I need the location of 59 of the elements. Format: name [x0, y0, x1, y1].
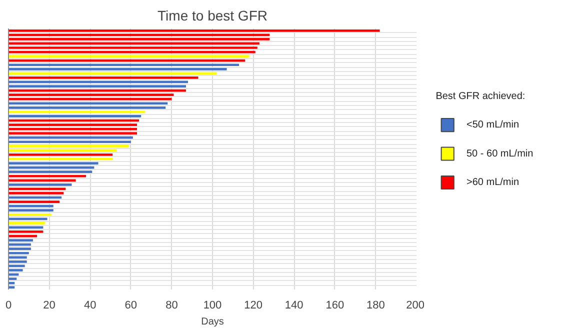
bar	[8, 230, 44, 233]
x-tick-label: 60	[124, 300, 138, 312]
chart-title: Time to best GFR	[158, 8, 268, 24]
bar	[8, 243, 31, 246]
bar	[8, 209, 54, 212]
bar	[8, 144, 129, 148]
x-tick-label: 100	[203, 300, 222, 312]
bar	[8, 154, 113, 156]
bar	[8, 76, 198, 79]
bar	[8, 136, 133, 139]
bar	[8, 85, 186, 88]
bar	[8, 55, 250, 58]
bar	[8, 192, 64, 194]
legend-label: >60 mL/min	[466, 176, 520, 188]
bar	[8, 94, 174, 96]
bar	[8, 72, 217, 75]
bar	[8, 162, 98, 164]
bar	[8, 140, 131, 144]
legend-label: 50 - 60 mL/min	[466, 148, 534, 160]
legend-label: <50 mL/min	[466, 120, 520, 131]
bar	[8, 124, 138, 126]
bar	[8, 64, 240, 66]
bar	[8, 102, 168, 105]
bar	[8, 68, 227, 70]
bar	[8, 278, 17, 280]
bar	[8, 200, 60, 203]
bar	[8, 183, 72, 186]
bar	[8, 46, 258, 49]
bar	[8, 260, 27, 263]
bar	[8, 269, 23, 272]
x-tick-label: 80	[166, 300, 178, 312]
bar	[8, 170, 92, 174]
x-axis-title: Days	[201, 316, 224, 328]
x-tick-label: 0	[5, 300, 12, 312]
x-tick-label: 40	[84, 300, 96, 312]
bar	[8, 106, 166, 109]
x-tick-label: 20	[43, 300, 56, 312]
bar	[8, 132, 138, 135]
x-tick-label: 180	[366, 300, 385, 312]
bar	[8, 282, 15, 284]
bar	[8, 59, 246, 62]
bar	[8, 256, 27, 259]
bar	[8, 252, 29, 254]
legend-title: Best GFR achieved:	[436, 90, 526, 102]
bar	[8, 38, 270, 40]
x-tick-label: 140	[284, 300, 304, 312]
bar	[8, 222, 46, 224]
bar	[8, 29, 380, 32]
bar	[8, 115, 142, 118]
bar	[8, 98, 172, 100]
x-tick-label: 200	[406, 300, 425, 312]
bar	[8, 174, 86, 178]
x-tick-label: 120	[244, 300, 262, 312]
bar	[8, 213, 52, 216]
bar	[8, 286, 15, 289]
bar	[8, 248, 31, 250]
bar	[8, 239, 33, 242]
x-tick-label: 160	[326, 300, 344, 312]
bar	[8, 218, 48, 220]
